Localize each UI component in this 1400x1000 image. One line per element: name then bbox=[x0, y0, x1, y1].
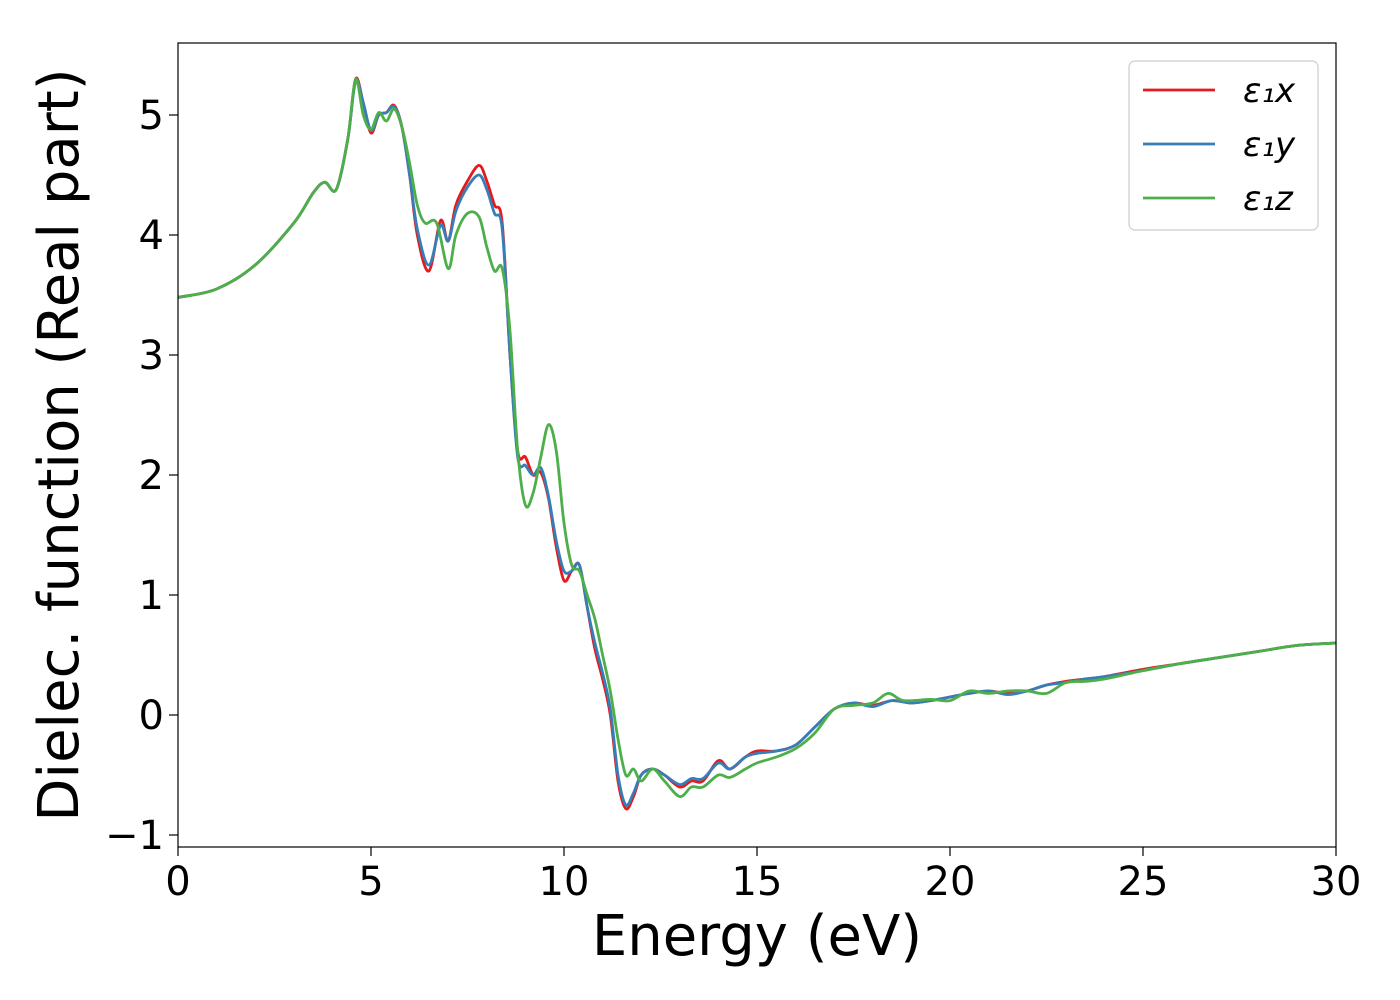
x-tick-label: 25 bbox=[1118, 859, 1169, 905]
legend-label: ε₁z bbox=[1243, 179, 1294, 219]
x-tick-label: 20 bbox=[925, 859, 976, 905]
x-axis: 0 5 10 15 20 25 30 bbox=[165, 847, 1361, 905]
x-tick-label: 30 bbox=[1311, 859, 1362, 905]
y-axis: −1 0 1 2 3 4 5 bbox=[105, 93, 178, 859]
y-tick-label: 1 bbox=[139, 573, 164, 619]
series-line-1 bbox=[177, 78, 1337, 807]
y-tick-label: 0 bbox=[139, 693, 164, 739]
x-tick-label: 10 bbox=[539, 859, 590, 905]
x-axis-label: Energy (eV) bbox=[592, 904, 922, 969]
legend-label: ε₁x bbox=[1243, 71, 1296, 111]
y-tick-label: 2 bbox=[139, 453, 164, 499]
x-tick-label: 15 bbox=[732, 859, 783, 905]
x-tick-label: 0 bbox=[165, 859, 190, 905]
y-tick-label: 4 bbox=[139, 213, 164, 259]
y-tick-label: 5 bbox=[139, 93, 164, 139]
legend-label: ε₁y bbox=[1243, 125, 1296, 165]
y-tick-label: 3 bbox=[139, 333, 164, 379]
y-axis-label: Dielec. function (Real part) bbox=[27, 68, 92, 821]
x-tick-label: 5 bbox=[358, 859, 383, 905]
series-lines bbox=[177, 76, 1337, 811]
legend: ε₁x ε₁y ε₁z bbox=[1128, 60, 1319, 231]
legend-box bbox=[1128, 60, 1319, 231]
series-line-2 bbox=[177, 77, 1337, 799]
y-tick-label: −1 bbox=[105, 813, 164, 859]
